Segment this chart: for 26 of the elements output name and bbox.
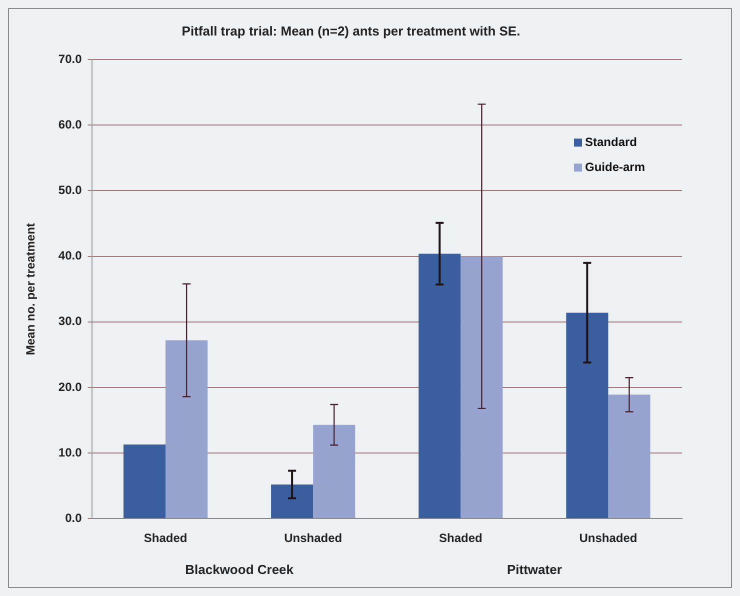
- bar: [566, 312, 608, 518]
- y-tick-label: 0.0: [65, 510, 82, 525]
- y-tick-label: 10.0: [58, 445, 82, 460]
- text: Blackwood Creek: [185, 562, 294, 578]
- bar: [166, 340, 208, 518]
- x-tick-label: Shaded: [144, 531, 188, 546]
- y-tick-label: 20.0: [58, 380, 82, 394]
- bar: [460, 256, 503, 518]
- bar: [313, 424, 356, 518]
- y-tick-label: 60.0: [58, 117, 82, 132]
- x-tick-label: Shaded: [438, 531, 482, 546]
- y-tick-label: 40.0: [58, 248, 82, 263]
- text: Pittwater: [506, 562, 562, 578]
- x-tick-label: Unshaded: [579, 531, 638, 546]
- bar: [123, 444, 166, 518]
- y-tick-label: 30.0: [58, 314, 82, 328]
- bar: [418, 254, 461, 518]
- y-tick-label: 70.0: [58, 52, 82, 66]
- y-tick-label: 50.0: [58, 183, 82, 198]
- bar: [608, 394, 650, 518]
- chart-title: Pitfall trap trial: Mean (n=2) ants per treatment with SE.: [182, 23, 520, 38]
- y-axis-title: Mean no. per treatment: [24, 223, 38, 356]
- legend-label: Standard: [585, 134, 638, 149]
- legend-label: Guide-arm: [585, 160, 646, 174]
- x-tick-label: Unshaded: [284, 531, 342, 546]
- bar: [271, 484, 314, 518]
